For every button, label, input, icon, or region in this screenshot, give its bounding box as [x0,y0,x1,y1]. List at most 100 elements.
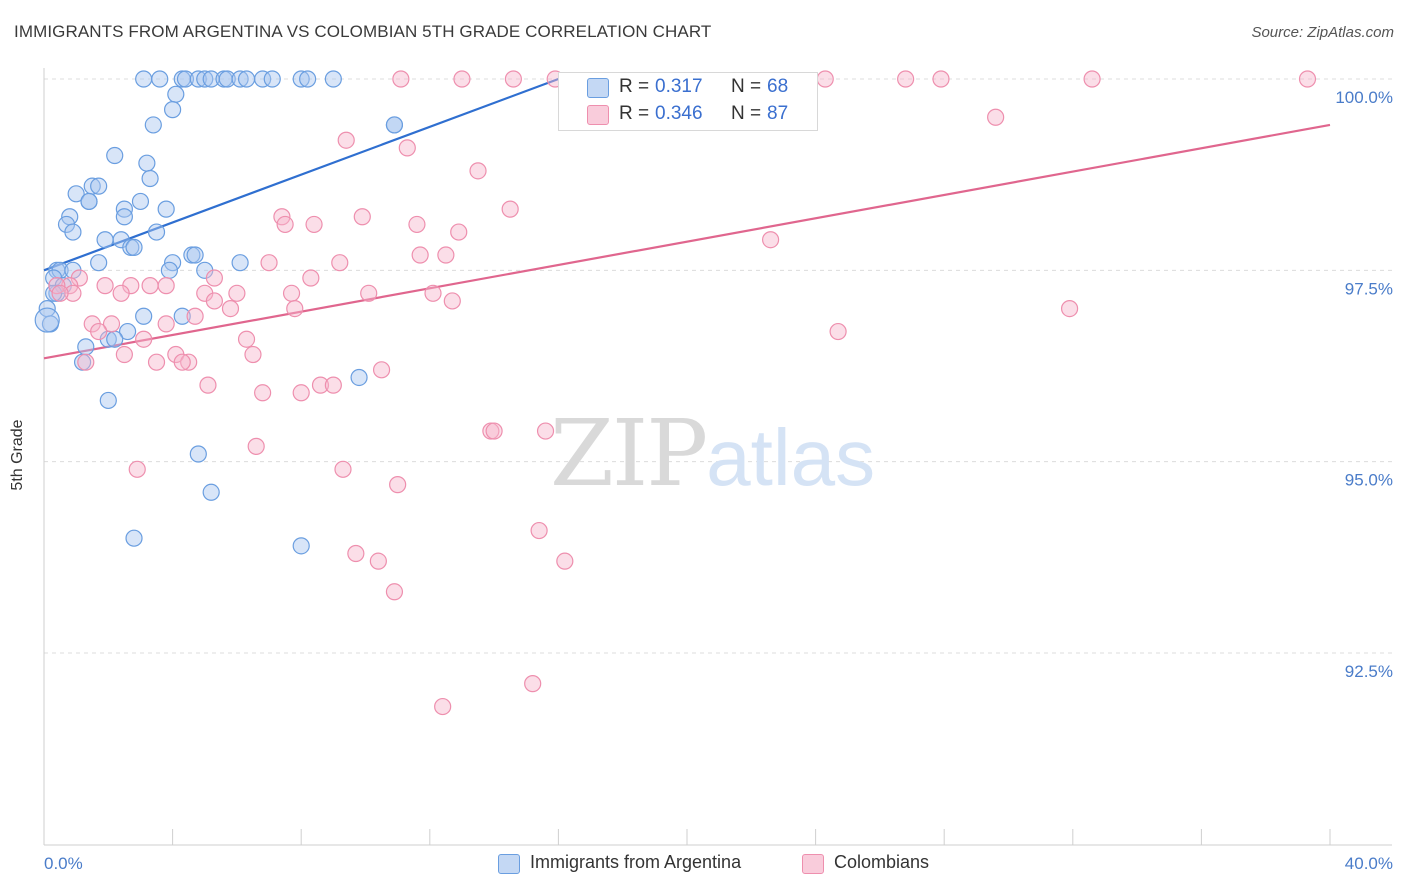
point-colombians [186,307,204,325]
legend-r-label: R = [619,76,650,97]
legend-n-label: N = [731,76,762,97]
legend-swatch-argentina [587,78,609,98]
point-colombians [311,376,330,394]
point-colombians [302,269,320,287]
point-argentina [164,101,182,119]
point-colombians [305,215,323,234]
point-colombians [157,315,175,333]
point-argentina [106,146,124,165]
point-colombians [556,552,574,570]
point-colombians [237,330,256,348]
point-argentina [135,307,153,325]
point-colombians [276,215,294,234]
point-colombians [437,246,455,264]
point-colombians [221,300,240,318]
point-argentina [115,208,133,226]
point-colombians [102,315,121,333]
point-colombians [254,384,272,402]
legend-n-label: N = [731,103,762,124]
point-argentina [131,192,150,211]
point-argentina [80,192,98,211]
x-tick-label: 40.0% [1345,854,1393,873]
point-argentina [125,529,143,547]
point-argentina [186,246,204,264]
point-argentina [189,445,207,463]
point-colombians [324,376,342,394]
point-colombians [443,292,461,310]
point-colombians [286,300,304,318]
point-colombians [147,353,166,371]
point-colombians [64,284,82,302]
point-colombians [331,254,349,272]
legend-row-argentina: R = 0.317 N = 68 [559,75,817,101]
point-colombians [1298,70,1317,88]
data-points [34,70,1317,716]
point-argentina [157,200,175,218]
point-colombians [389,476,407,494]
point-colombians [398,139,416,157]
point-colombians [761,231,780,249]
point-colombians [469,162,487,180]
legend-r-label: R = [619,103,650,124]
y-axis-label: 5th Grade [9,419,26,491]
point-argentina [90,177,108,195]
y-tick-label: 95.0% [1345,471,1393,490]
point-colombians [180,353,198,371]
bottom-legend-label-colombians: Colombians [834,852,930,872]
point-argentina [173,307,191,325]
watermark-atlas: atlas [706,413,876,502]
bottom-legend-swatch-argentina [498,854,520,874]
point-argentina [196,70,214,88]
point-argentina [292,70,310,88]
point-colombians [1083,70,1101,88]
point-colombians [369,552,387,570]
point-colombians [385,583,404,601]
point-colombians [353,208,371,226]
point-argentina [141,169,159,188]
point-colombians [128,460,146,478]
point-colombians [282,284,301,302]
point-colombians [424,284,442,302]
y-tick-label: 97.5% [1345,279,1393,298]
point-colombians [115,345,133,364]
point-colombians [450,223,468,241]
point-colombians [77,353,95,371]
point-colombians [524,675,542,693]
y-tick-label: 100.0% [1335,88,1393,107]
point-colombians [90,322,108,341]
point-argentina [151,70,169,88]
point-argentina [96,231,114,249]
trend-lines [43,77,1331,360]
legend-row-colombians: R = 0.346 N = 87 [559,102,817,128]
point-argentina [77,338,95,356]
bottom-legend-label-argentina: Immigrants from Argentina [530,852,742,872]
gridlines [44,78,1392,654]
trend-line-colombians [43,123,1331,360]
y-tick-label: 92.5% [1345,662,1393,681]
x-tick-label: 0.0% [44,854,83,873]
point-argentina-large [34,307,60,333]
point-colombians [173,353,191,371]
point-argentina [350,368,368,387]
point-colombians [96,277,114,295]
legend-r-value: 0.317 [655,76,703,97]
point-colombians [530,521,548,540]
point-argentina [147,223,166,241]
point-colombians [408,215,426,234]
point-argentina [176,70,195,88]
point-colombians [205,292,223,310]
point-argentina [324,70,342,88]
point-colombians [157,277,175,295]
point-argentina [292,537,310,555]
tick-labels: 100.0% 97.5% 95.0% 92.5% 0.0% 40.0% [44,88,1393,873]
point-colombians [392,70,410,88]
point-colombians [141,277,159,295]
point-colombians [897,70,915,88]
point-colombians [334,460,352,478]
point-argentina [299,70,317,88]
point-argentina [118,322,137,341]
point-argentina [99,391,117,410]
point-colombians [51,284,69,302]
legend-n-value: 87 [767,103,789,124]
point-argentina [138,154,156,172]
